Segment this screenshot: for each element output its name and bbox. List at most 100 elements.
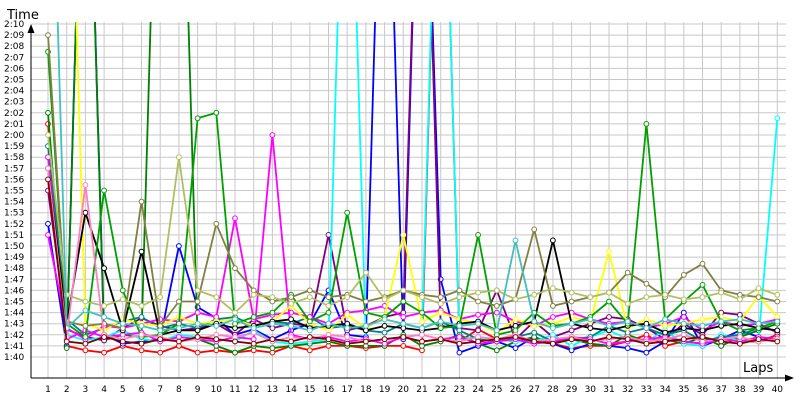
data-point — [363, 309, 369, 316]
data-point — [643, 349, 650, 356]
data-point — [419, 294, 425, 301]
data-point — [157, 349, 164, 356]
x-tick-label: 20 — [398, 385, 410, 395]
data-point — [606, 334, 612, 340]
y-tick-label: 1:50 — [4, 242, 24, 252]
series-line — [47, 134, 778, 314]
data-point — [437, 325, 444, 332]
data-point — [419, 309, 425, 316]
data-point — [437, 294, 444, 301]
data-point — [82, 298, 89, 305]
y-tick-label: 2:05 — [4, 76, 24, 86]
data-point — [680, 272, 687, 278]
data-point — [82, 334, 89, 340]
data-point — [587, 316, 594, 323]
data-point — [306, 327, 313, 334]
data-point — [194, 334, 201, 340]
series-line — [47, 22, 778, 342]
data-point — [550, 314, 556, 320]
x-tick-label: 6 — [139, 385, 145, 395]
x-tick-label: 23 — [454, 385, 465, 395]
data-point — [363, 298, 369, 305]
data-point — [662, 323, 668, 329]
data-point — [176, 298, 182, 305]
data-point — [718, 318, 725, 325]
data-point — [493, 303, 500, 309]
data-point — [624, 345, 631, 352]
series-line — [47, 168, 778, 343]
data-point — [138, 347, 145, 354]
data-point — [512, 334, 519, 340]
data-point — [250, 340, 257, 347]
data-point — [176, 338, 182, 345]
x-tick-label: 39 — [753, 385, 765, 395]
data-point — [101, 314, 107, 320]
data-point — [363, 323, 369, 329]
series-line — [47, 22, 778, 354]
data-point — [344, 334, 351, 340]
data-point — [325, 309, 332, 316]
data-point — [176, 154, 182, 161]
x-tick-label: 30 — [585, 385, 597, 395]
data-point — [531, 291, 538, 298]
data-point — [138, 323, 145, 329]
data-point — [269, 336, 276, 343]
data-point — [400, 334, 407, 340]
data-point — [45, 165, 51, 172]
data-point — [269, 345, 276, 352]
data-point — [419, 318, 425, 325]
data-point — [568, 327, 575, 334]
data-point — [699, 316, 706, 323]
x-tick-label: 34 — [659, 385, 671, 395]
data-point — [437, 318, 444, 325]
data-point — [381, 329, 388, 336]
y-tick-label: 1:51 — [4, 231, 24, 241]
data-point — [737, 327, 743, 334]
data-point — [288, 294, 295, 301]
y-tick-label: 2:10 — [4, 20, 24, 30]
data-point — [213, 323, 220, 329]
data-point — [45, 220, 51, 227]
data-point — [512, 296, 519, 303]
y-tick-label: 2:07 — [4, 53, 24, 63]
data-point — [419, 331, 425, 338]
data-point — [624, 336, 631, 343]
data-point — [475, 338, 482, 345]
data-point — [157, 327, 164, 334]
series-9 — [75, 22, 781, 336]
x-tick-label: 1 — [45, 385, 51, 395]
data-point — [400, 320, 407, 327]
data-point — [400, 314, 407, 320]
y-tick-label: 1:54 — [4, 198, 24, 208]
data-point — [82, 182, 89, 188]
series-15 — [56, 22, 781, 334]
data-point — [344, 209, 351, 216]
x-tick-label: 12 — [248, 385, 259, 395]
series-line — [75, 22, 778, 334]
data-point — [737, 316, 743, 323]
data-point — [119, 296, 126, 303]
y-axis-arrow-icon — [27, 24, 35, 33]
data-point — [662, 338, 668, 345]
data-point — [363, 269, 369, 276]
data-point — [45, 109, 51, 116]
data-point — [680, 320, 687, 327]
data-point — [643, 121, 650, 127]
x-tick-label: 7 — [157, 385, 163, 395]
data-point — [493, 287, 500, 294]
data-point — [344, 311, 351, 318]
data-point — [269, 294, 276, 301]
data-point — [755, 294, 762, 301]
data-point — [288, 338, 295, 345]
data-point — [325, 336, 332, 343]
data-point — [437, 300, 444, 307]
tick-labels: 1 2 3 4 5 6 7 8 9 10 11 12 13 14 15 16 17 18 19 20 21 22 23 24 2… — [4, 20, 783, 395]
data-point — [176, 325, 182, 332]
data-point — [45, 176, 51, 183]
y-tick-label: 2:02 — [4, 109, 24, 119]
data-point — [381, 296, 388, 303]
data-point — [232, 338, 238, 345]
y-tick-label: 2:06 — [4, 64, 24, 74]
data-point — [550, 285, 556, 292]
data-point — [381, 316, 388, 323]
